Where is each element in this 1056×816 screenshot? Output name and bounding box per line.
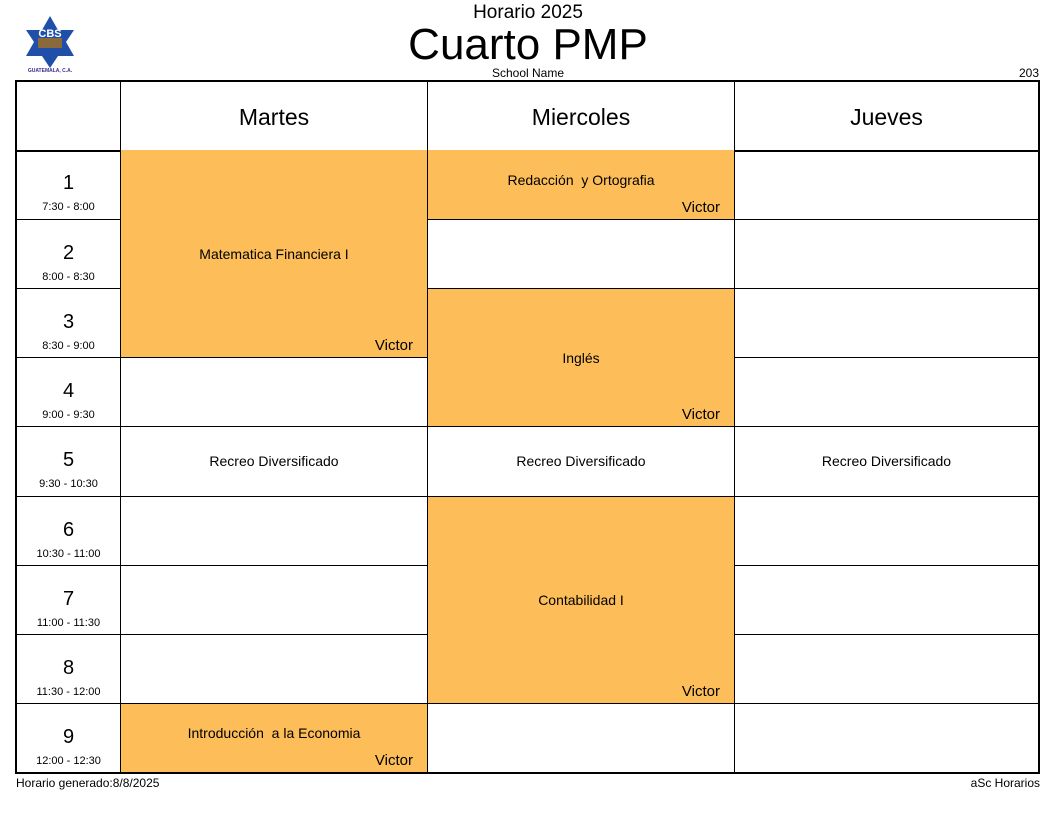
period-number: 5 <box>62 449 75 472</box>
timetable-cell[interactable]: Recreo Diversificado <box>734 426 1038 496</box>
timetable-cell[interactable] <box>734 633 1038 703</box>
period-time: 11:00 - 11:30 <box>36 616 101 629</box>
period-number: 7 <box>62 587 75 610</box>
app-name: aSc Horarios <box>970 776 1040 790</box>
timetable-grid: Martes Miercoles Jueves 1 7:30 - 8:00 2 8:00 -… <box>15 80 1040 774</box>
lesson-teacher: Victor <box>681 199 720 217</box>
period-number: 4 <box>62 380 75 403</box>
lesson-subject: Redacción y Ortografia <box>507 171 655 188</box>
timetable-cell[interactable] <box>734 495 1038 565</box>
svg-text:CBS: CBS <box>38 28 61 40</box>
day-header: Miercoles <box>427 82 734 152</box>
timetable-cell[interactable] <box>427 219 734 289</box>
period-cell: 2 8:00 - 8:30 <box>17 219 120 288</box>
timetable-cell[interactable] <box>734 219 1038 289</box>
timetable-cell[interactable]: Recreo Diversificado <box>120 426 427 496</box>
lesson-teacher: Victor <box>374 751 413 769</box>
lesson-card[interactable]: Redacción y Ortografia Victor <box>427 150 734 220</box>
timetable-cell[interactable] <box>734 564 1038 634</box>
lesson-teacher: Victor <box>374 337 413 355</box>
period-cell: 6 10:30 - 11:00 <box>17 495 120 565</box>
period-time: 12:00 - 12:30 <box>36 754 101 767</box>
period-number: 2 <box>62 242 75 265</box>
period-time: 9:30 - 10:30 <box>39 478 98 491</box>
lesson-teacher: Victor <box>681 406 720 424</box>
timetable-cell[interactable]: Recreo Diversificado <box>427 426 734 496</box>
generated-date: Horario generado:8/8/2025 <box>16 776 160 790</box>
timetable-cell[interactable] <box>120 495 427 565</box>
day-header: Jueves <box>734 82 1038 152</box>
svg-text:GUATEMALA, C.A.: GUATEMALA, C.A. <box>28 68 73 74</box>
period-cell: 8 11:30 - 12:00 <box>17 633 120 703</box>
lesson-subject: Recreo Diversificado <box>821 453 952 470</box>
day-header: Martes <box>120 82 427 152</box>
period-time: 11:30 - 12:00 <box>36 685 101 698</box>
period-time: 8:00 - 8:30 <box>42 271 95 284</box>
lesson-subject: Recreo Diversificado <box>516 453 646 470</box>
period-cell: 5 9:30 - 10:30 <box>17 426 120 495</box>
period-time: 9:00 - 9:30 <box>42 409 95 422</box>
class-name: Cuarto PMP <box>408 20 648 69</box>
timetable-cell[interactable] <box>734 702 1038 772</box>
period-number: 3 <box>62 311 75 334</box>
room-number: 203 <box>1018 66 1039 80</box>
period-number: 1 <box>62 172 75 194</box>
lesson-subject: Inglés <box>562 349 600 366</box>
timetable-cell[interactable] <box>734 150 1038 220</box>
period-time: 8:30 - 9:00 <box>42 340 95 353</box>
period-cell: 7 11:00 - 11:30 <box>17 564 120 634</box>
period-cell: 4 9:00 - 9:30 <box>17 357 120 426</box>
lesson-subject: Matematica Financiera I <box>199 245 349 262</box>
lesson-subject: Contabilidad I <box>538 591 624 608</box>
period-number: 8 <box>62 656 75 679</box>
timetable-cell[interactable] <box>734 288 1038 358</box>
period-number: 9 <box>62 725 75 748</box>
period-time: 7:30 - 8:00 <box>42 201 95 213</box>
period-cell: 1 7:30 - 8:00 <box>17 150 120 219</box>
schedule-title: Horario 2025 <box>473 2 583 23</box>
lesson-subject: Recreo Diversificado <box>209 453 339 470</box>
period-number: 6 <box>62 518 75 541</box>
period-time: 10:30 - 11:00 <box>36 547 101 560</box>
lesson-card[interactable]: Introducción a la Economia Victor <box>120 702 427 772</box>
lesson-subject: Introducción a la Economia <box>187 724 361 741</box>
timetable-cell[interactable] <box>120 564 427 634</box>
period-cell: 3 8:30 - 9:00 <box>17 288 120 357</box>
timetable-cell[interactable] <box>427 702 734 772</box>
timetable-cell[interactable] <box>734 357 1038 427</box>
lesson-teacher: Victor <box>681 682 720 700</box>
lesson-card[interactable]: Matematica Financiera I Victor <box>120 150 427 358</box>
timetable-cell[interactable] <box>120 633 427 703</box>
period-cell: 9 12:00 - 12:30 <box>17 702 120 772</box>
school-logo: CBS GUATEMALA, C.A. <box>26 16 74 74</box>
timetable-cell[interactable] <box>120 357 427 427</box>
lesson-card[interactable]: Inglés Victor <box>427 288 734 427</box>
school-name: School Name <box>491 66 565 80</box>
lesson-card[interactable]: Contabilidad I Victor <box>427 495 734 703</box>
